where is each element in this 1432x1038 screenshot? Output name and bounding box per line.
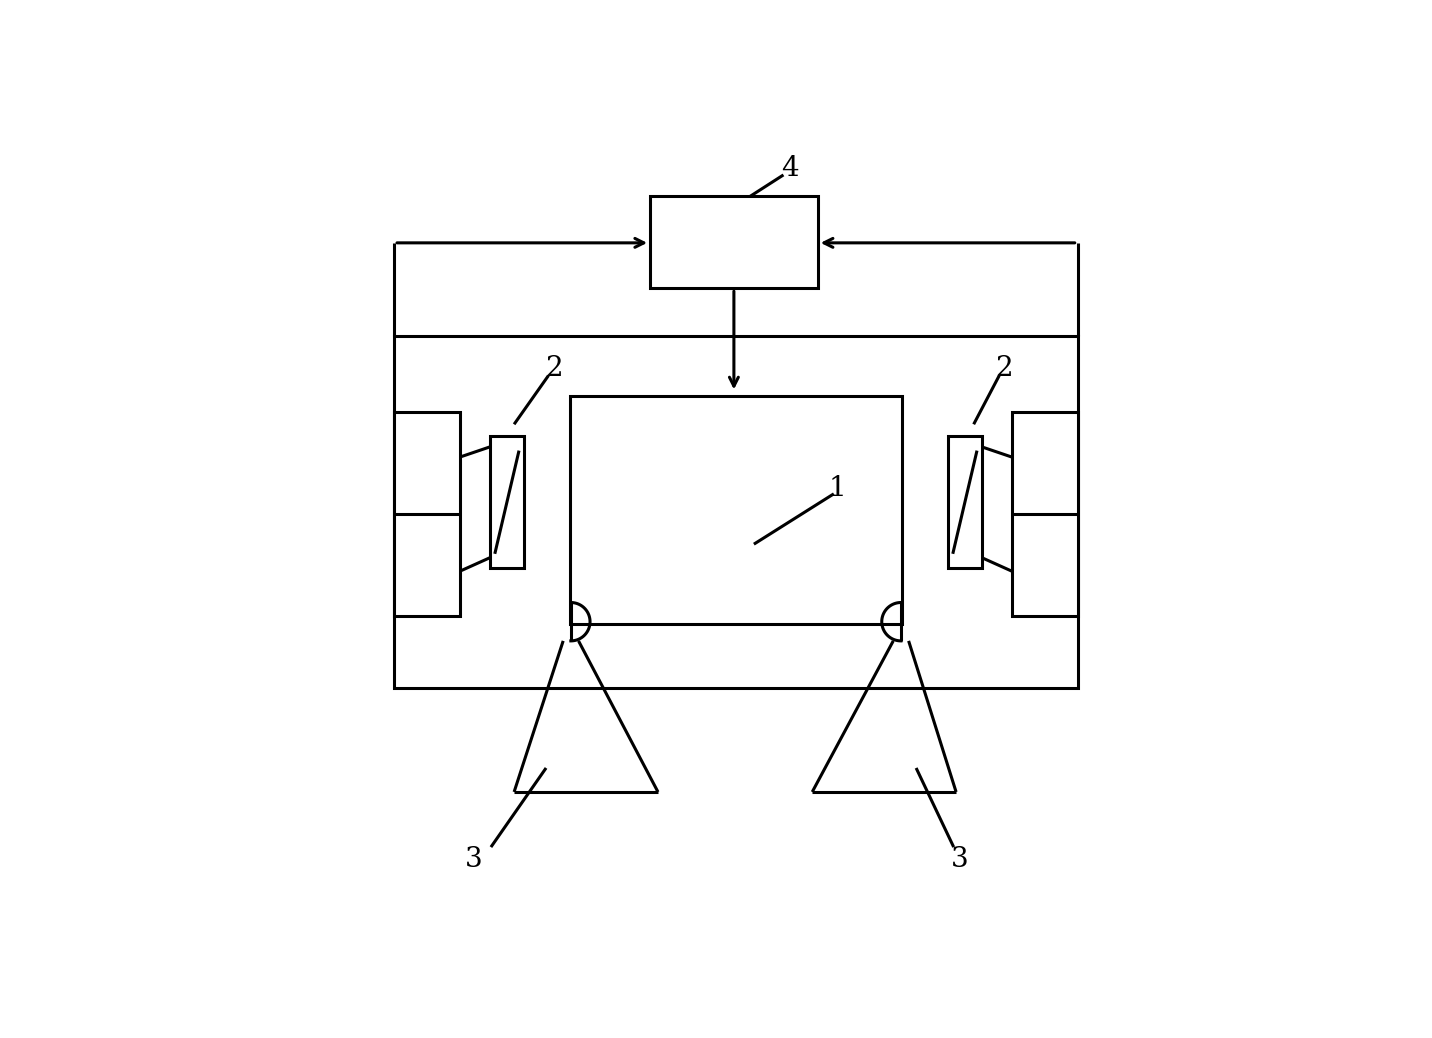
Text: 2: 2 [546,355,563,382]
Text: 4: 4 [780,155,799,182]
Bar [490,436,524,568]
Text: 2: 2 [995,355,1012,382]
Bar [650,196,818,289]
Bar [570,397,902,624]
Text: 3: 3 [465,846,483,873]
Bar [394,336,1078,688]
Bar [394,412,460,617]
Text: 3: 3 [951,846,968,873]
Bar [1012,412,1078,617]
Bar [948,436,982,568]
Text: 1: 1 [829,474,846,501]
